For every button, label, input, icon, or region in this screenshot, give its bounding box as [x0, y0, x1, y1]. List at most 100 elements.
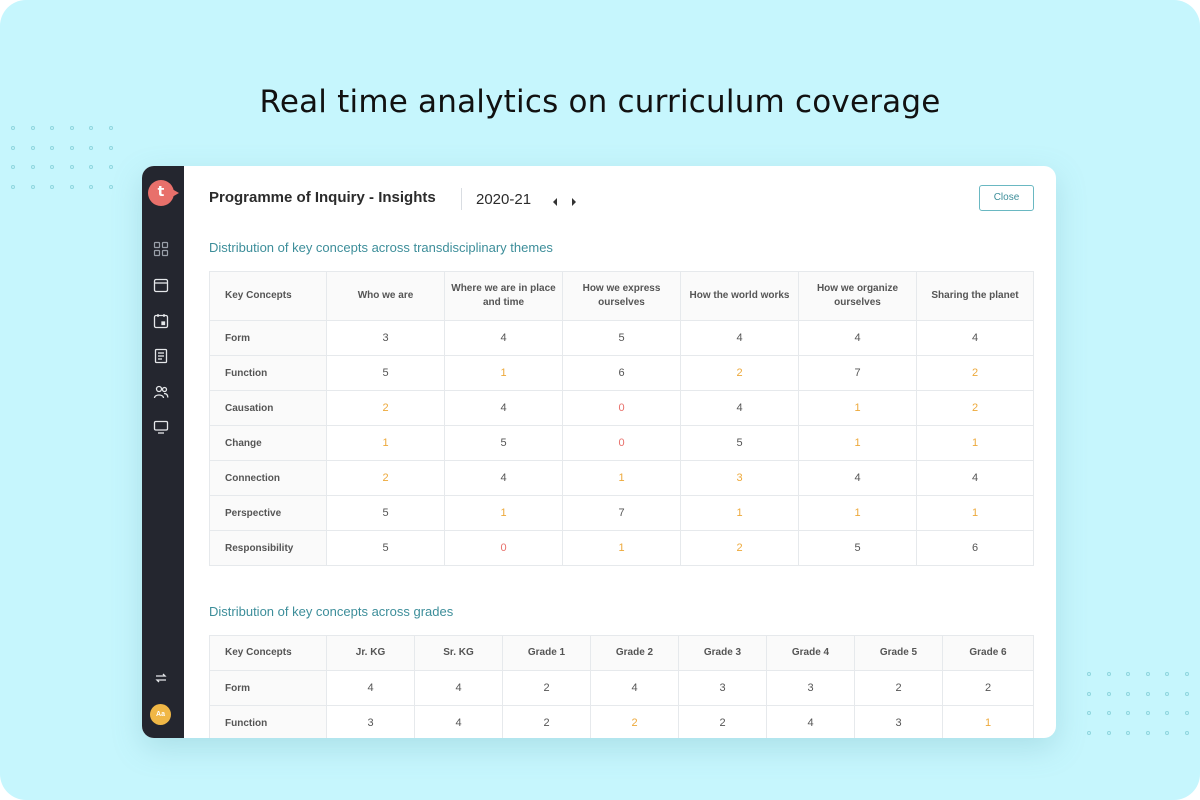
table-cell: 5	[680, 425, 799, 461]
decorative-dot	[1106, 672, 1111, 676]
table-cell: 5	[326, 530, 445, 566]
table-cell: 3	[326, 320, 445, 356]
users-icon[interactable]	[153, 384, 169, 400]
row-label: Responsibility	[209, 530, 327, 566]
decorative-dot	[1126, 730, 1130, 735]
decorative-dot	[30, 145, 35, 150]
column-header: How we express ourselves	[562, 271, 681, 321]
table-row: Connection 2 4 1 3 4 4	[209, 460, 1034, 496]
table-cell: 5	[444, 425, 563, 461]
table-cell: 3	[766, 670, 855, 706]
close-button[interactable]: Close	[979, 185, 1034, 211]
table-row: Change 1 5 0 5 1 1	[209, 425, 1034, 461]
decorative-dot	[1106, 691, 1111, 696]
chevron-right-icon[interactable]	[570, 194, 578, 206]
column-header: How the world works	[680, 271, 799, 321]
grades-table-body: Form 4 4 2 4 3 3 2 2 Function 3 4 2 2 2 4 3 1	[209, 670, 1034, 738]
grid-icon[interactable]	[153, 241, 169, 257]
table-cell: 2	[916, 390, 1034, 426]
calendar-icon[interactable]	[153, 277, 169, 293]
table-cell: 4	[680, 320, 799, 356]
decorative-dot	[11, 184, 15, 189]
decorative-dot	[69, 165, 74, 169]
row-label: Causation	[209, 390, 327, 426]
table-cell: 4	[766, 705, 855, 738]
year-selector[interactable]: 2020-21	[476, 191, 532, 208]
decorative-dot	[1126, 672, 1130, 676]
decorative-dot	[108, 165, 113, 169]
column-header: Grade 6	[942, 635, 1034, 671]
decorative-dot	[50, 126, 54, 130]
table-cell: 1	[326, 425, 445, 461]
decorative-dot	[1126, 691, 1130, 696]
table-cell: 0	[562, 390, 681, 426]
row-label: Connection	[209, 460, 327, 496]
decorative-dot	[69, 184, 74, 189]
row-label: Function	[209, 355, 327, 391]
column-header: Grade 2	[590, 635, 679, 671]
column-header: Grade 4	[766, 635, 855, 671]
table-row: Form 4 4 2 4 3 3 2 2	[209, 670, 1034, 706]
decorative-dot	[1106, 730, 1111, 735]
book-icon[interactable]	[153, 348, 169, 364]
calendar-event-icon[interactable]	[153, 313, 169, 329]
table-cell: 4	[798, 320, 917, 356]
chevron-left-icon[interactable]	[551, 194, 559, 206]
table-cell: 2	[502, 705, 591, 738]
headline: Real time analytics on curriculum covera…	[259, 84, 941, 120]
table-row: Function 5 1 6 2 7 2	[209, 355, 1034, 391]
decorative-dot	[108, 145, 113, 150]
table-cell: 4	[798, 460, 917, 496]
column-header: Grade 5	[854, 635, 943, 671]
table-cell: 1	[916, 495, 1034, 531]
column-header: Grade 3	[678, 635, 767, 671]
table-cell: 4	[444, 460, 563, 496]
column-header: Where we are in place and time	[444, 271, 563, 321]
decorative-dot	[30, 165, 35, 169]
decorative-dot	[1165, 672, 1169, 676]
dot-pattern-right	[1087, 672, 1189, 735]
table-cell: 5	[326, 355, 445, 391]
table-cell: 0	[562, 425, 681, 461]
table-cell: 2	[326, 460, 445, 496]
table-cell: 1	[798, 390, 917, 426]
table-cell: 2	[854, 670, 943, 706]
decorative-dot	[1145, 672, 1150, 676]
table-cell: 5	[798, 530, 917, 566]
table-cell: 4	[680, 390, 799, 426]
monitor-icon[interactable]	[153, 419, 169, 435]
row-label: Function	[209, 705, 327, 738]
sync-icon[interactable]	[153, 670, 169, 686]
avatar[interactable]: Aa	[150, 704, 171, 725]
table-cell: 1	[680, 495, 799, 531]
column-header-key-concepts: Key Concepts	[209, 271, 327, 321]
decorative-dot	[1126, 711, 1130, 715]
table-row: Responsibility 5 0 1 2 5 6	[209, 530, 1034, 566]
decorative-dot	[69, 145, 74, 150]
page-title: Programme of Inquiry - Insights	[209, 189, 436, 206]
table-row: Function 3 4 2 2 2 4 3 1	[209, 705, 1034, 738]
table-cell: 1	[444, 495, 563, 531]
decorative-dot	[1145, 730, 1150, 735]
decorative-dot	[11, 126, 15, 130]
column-header: Sr. KG	[414, 635, 503, 671]
column-header: How we organize ourselves	[798, 271, 917, 321]
table-cell: 1	[444, 355, 563, 391]
decorative-dot	[89, 165, 93, 169]
table-cell: 3	[678, 670, 767, 706]
table-cell: 1	[798, 495, 917, 531]
table-cell: 2	[678, 705, 767, 738]
decorative-dot	[1087, 691, 1091, 696]
column-header: Jr. KG	[326, 635, 415, 671]
table-row: Causation 2 4 0 4 1 2	[209, 390, 1034, 426]
sidebar: t Aa	[142, 166, 184, 738]
table-cell: 5	[326, 495, 445, 531]
decorative-dot	[1087, 730, 1091, 735]
decorative-dot	[1145, 711, 1150, 715]
table-cell: 6	[916, 530, 1034, 566]
app-logo[interactable]: t	[148, 180, 179, 206]
column-header: Who we are	[326, 271, 445, 321]
decorative-dot	[1106, 711, 1111, 715]
decorative-dot	[1184, 672, 1189, 676]
